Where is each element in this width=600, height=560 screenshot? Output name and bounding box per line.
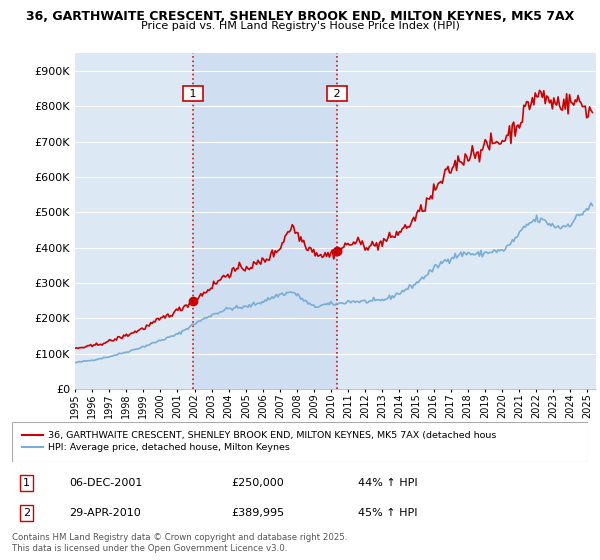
Text: 36, GARTHWAITE CRESCENT, SHENLEY BROOK END, MILTON KEYNES, MK5 7AX: 36, GARTHWAITE CRESCENT, SHENLEY BROOK E… (26, 10, 574, 23)
Bar (193, 53, 337, 389)
Text: 2: 2 (23, 508, 30, 518)
Text: 45% ↑ HPI: 45% ↑ HPI (358, 508, 417, 518)
Text: Price paid vs. HM Land Registry's House Price Index (HPI): Price paid vs. HM Land Registry's House … (140, 21, 460, 31)
Text: 1: 1 (186, 88, 200, 99)
Text: 2: 2 (330, 88, 344, 99)
Text: Contains HM Land Registry data © Crown copyright and database right 2025.
This d: Contains HM Land Registry data © Crown c… (12, 533, 347, 553)
Text: 1: 1 (23, 478, 30, 488)
Text: 44% ↑ HPI: 44% ↑ HPI (358, 478, 417, 488)
Text: 29-APR-2010: 29-APR-2010 (70, 508, 142, 518)
Text: 06-DEC-2001: 06-DEC-2001 (70, 478, 143, 488)
Legend: 36, GARTHWAITE CRESCENT, SHENLEY BROOK END, MILTON KEYNES, MK5 7AX (detached hou: 36, GARTHWAITE CRESCENT, SHENLEY BROOK E… (22, 431, 496, 452)
Text: £250,000: £250,000 (231, 478, 284, 488)
Text: £389,995: £389,995 (231, 508, 284, 518)
